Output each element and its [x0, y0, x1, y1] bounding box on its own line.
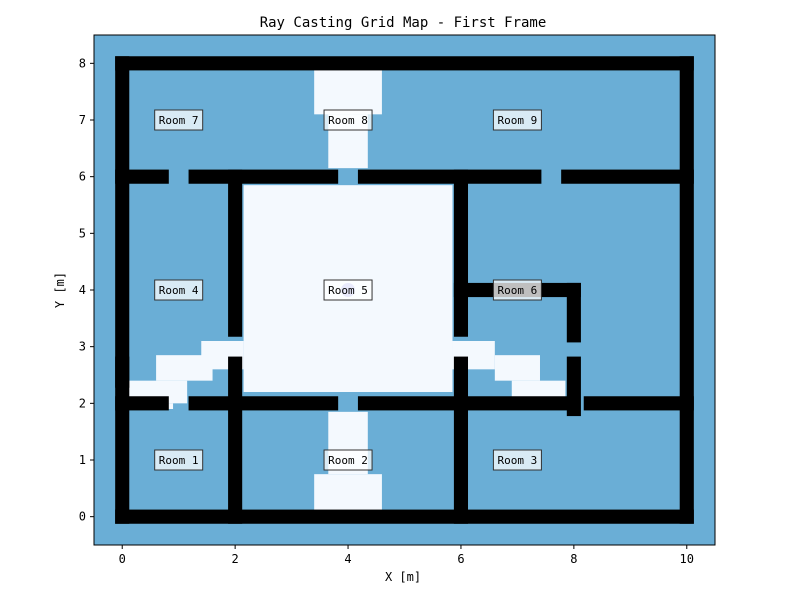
- y-tick-label: 3: [79, 340, 86, 354]
- room-label-text: Room 3: [498, 454, 538, 467]
- x-tick-label: 6: [457, 552, 464, 566]
- room-label-7: Room 7: [154, 109, 204, 131]
- y-tick-label: 2: [79, 396, 86, 410]
- room-label-text: Room 9: [498, 114, 538, 127]
- room-label-box: [154, 109, 204, 131]
- wall-segment-15: [453, 356, 469, 524]
- room-label-4: Room 4: [154, 279, 204, 301]
- y-axis-label: Y [m]: [53, 272, 67, 308]
- room-label-6: Room 6: [492, 279, 542, 301]
- wall-segment-6: [188, 169, 339, 184]
- x-tick-label: 0: [119, 552, 126, 566]
- room-label-text: Room 5: [328, 284, 368, 297]
- x-tick-label: 8: [570, 552, 577, 566]
- room-label-9: Room 9: [492, 109, 542, 131]
- y-tick-label: 0: [79, 510, 86, 524]
- x-tick-label: 4: [344, 552, 351, 566]
- x-tick-label: 10: [680, 552, 694, 566]
- room-label-box: [154, 449, 204, 471]
- x-tick-label: 2: [232, 552, 239, 566]
- room-label-5: Room 5: [323, 279, 373, 301]
- x-axis-ticks: 0 2 4 6 8 10: [119, 545, 694, 566]
- room-label-box: [323, 279, 373, 301]
- room-labels-layer: Room 1 Room 2 Room 3 Room 4 Room 5 Room 6 Room…: [154, 109, 542, 471]
- room-label-box: [323, 109, 373, 131]
- room-label-text: Room 7: [159, 114, 199, 127]
- free-region-2: [314, 63, 382, 115]
- chart-title: Ray Casting Grid Map - First Frame: [260, 15, 547, 31]
- wall-segment-4: [679, 56, 694, 524]
- free-region-7: [156, 355, 213, 381]
- free-region-4: [314, 474, 382, 517]
- wall-segment-20: [115, 356, 130, 388]
- room-label-1: Room 1: [154, 449, 204, 471]
- room-label-text: Room 4: [159, 284, 199, 297]
- wall-segment-9: [115, 396, 169, 411]
- y-axis-ticks: 0 1 2 3 4 5 6 7 8: [79, 56, 94, 524]
- wall-segment-16: [453, 169, 469, 337]
- y-tick-label: 5: [79, 226, 86, 240]
- room-label-box: [492, 449, 542, 471]
- wall-segment-12: [583, 396, 694, 411]
- room-label-box: [492, 279, 542, 301]
- wall-segment-2: [115, 56, 694, 71]
- room-label-box: [492, 109, 542, 131]
- room-label-2: Room 2: [323, 449, 373, 471]
- y-tick-label: 6: [79, 170, 86, 184]
- wall-segment-5: [115, 169, 169, 184]
- wall-segment-13: [228, 356, 243, 524]
- room-label-text: Room 1: [159, 454, 199, 467]
- y-tick-label: 8: [79, 56, 86, 70]
- wall-segment-3: [115, 56, 130, 524]
- wall-segment-8: [561, 169, 694, 184]
- room-label-box: [323, 449, 373, 471]
- room-label-text: Room 2: [328, 454, 368, 467]
- room-label-box: [154, 279, 204, 301]
- x-axis-label: X [m]: [385, 570, 421, 584]
- wall-segment-19: [566, 356, 581, 417]
- y-tick-label: 7: [79, 113, 86, 127]
- free-region-11: [494, 355, 540, 381]
- y-tick-label: 1: [79, 453, 86, 467]
- wall-segment-18: [566, 282, 581, 343]
- room-label-8: Room 8: [323, 109, 373, 131]
- wall-segment-14: [228, 169, 243, 337]
- plot-area: Room 1 Room 2 Room 3 Room 4 Room 5 Room 6 Room…: [93, 34, 716, 546]
- room-label-text: Room 8: [328, 114, 368, 127]
- y-tick-label: 4: [79, 283, 86, 297]
- room-label-3: Room 3: [492, 449, 542, 471]
- wall-segment-1: [115, 509, 694, 524]
- room-label-text: Room 6: [498, 284, 538, 297]
- wall-segment-7: [357, 169, 542, 184]
- wall-segment-10: [188, 396, 339, 411]
- occupied-walls-layer: [115, 56, 694, 524]
